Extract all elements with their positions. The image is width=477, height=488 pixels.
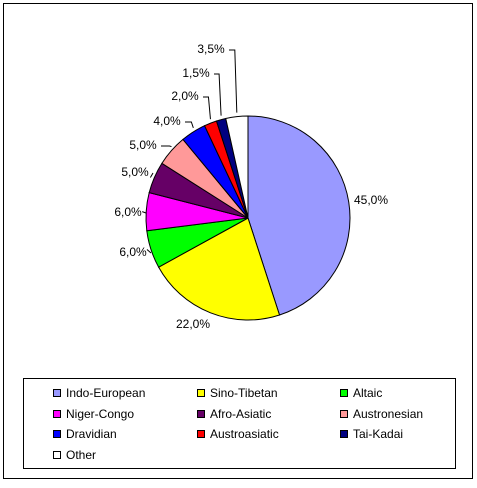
data-label: 22,0% <box>176 317 210 331</box>
legend-marker <box>197 389 205 397</box>
leader-line <box>229 49 238 113</box>
legend-marker <box>53 451 61 459</box>
legend-label: Austroasiatic <box>210 427 279 441</box>
legend-label: Tai-Kadai <box>353 427 403 441</box>
pie-slice <box>247 115 351 316</box>
data-label: 5,0% <box>121 165 149 179</box>
legend-box <box>23 378 456 469</box>
data-label: 45,0% <box>354 193 388 207</box>
legend-label: Altaic <box>353 386 382 400</box>
legend-marker <box>340 389 348 397</box>
leader-line <box>185 121 194 129</box>
leader-line <box>161 145 172 148</box>
legend-marker <box>53 430 61 438</box>
legend-marker <box>340 430 348 438</box>
legend-label: Indo-European <box>66 386 145 400</box>
data-label: 3,5% <box>197 42 225 56</box>
leader-line <box>149 172 154 178</box>
legend-marker <box>197 410 205 418</box>
legend-label: Dravidian <box>66 427 117 441</box>
leader-line <box>214 73 222 116</box>
pie-slice <box>157 217 281 321</box>
leader-line <box>142 211 147 214</box>
legend-marker <box>340 410 348 418</box>
legend-label: Sino-Tibetan <box>210 386 278 400</box>
legend-label: Austronesian <box>353 407 423 421</box>
legend-marker <box>53 410 61 418</box>
leader-line <box>203 96 211 120</box>
leader-line <box>146 249 152 254</box>
legend-marker <box>53 389 61 397</box>
data-label: 2,0% <box>171 89 199 103</box>
data-label: 1,5% <box>182 66 210 80</box>
pie-slice <box>225 115 249 219</box>
legend-marker <box>197 430 205 438</box>
legend-label: Other <box>66 448 96 462</box>
data-label: 4,0% <box>153 114 181 128</box>
legend-label: Niger-Congo <box>66 407 134 421</box>
legend-label: Afro-Asiatic <box>210 407 271 421</box>
data-label: 6,0% <box>114 205 142 219</box>
data-label: 6,0% <box>119 245 147 259</box>
data-label: 5,0% <box>129 138 157 152</box>
